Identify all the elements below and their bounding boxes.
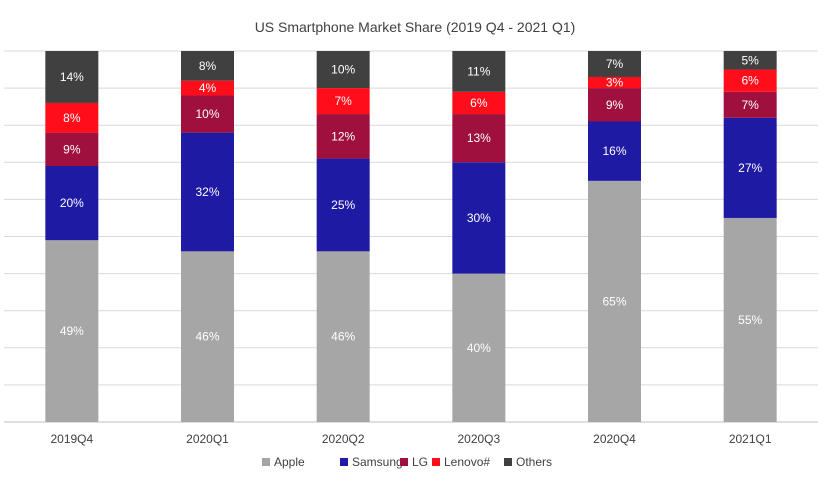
data-label: 7% xyxy=(606,57,624,71)
data-label: 46% xyxy=(331,330,355,344)
bar-segment-apple xyxy=(45,240,99,422)
bar-segment-lenovo xyxy=(452,91,506,115)
bar-segment-lg xyxy=(723,91,777,118)
bar-segment-lg xyxy=(452,114,506,163)
x-tick-label: 2020Q2 xyxy=(322,432,365,446)
data-label: 25% xyxy=(331,198,355,212)
x-tick-label: 2019Q4 xyxy=(50,432,93,446)
data-label: 11% xyxy=(467,64,490,78)
bar-segment-samsung xyxy=(45,166,99,241)
data-label: 49% xyxy=(60,324,84,338)
data-label: 8% xyxy=(63,111,81,125)
data-label: 7% xyxy=(334,94,352,108)
data-label: 6% xyxy=(741,74,759,88)
bar-segment-lenovo xyxy=(181,80,234,96)
legend: Apple Samsung LG Lenovo# Others xyxy=(262,455,552,469)
bar-segment-samsung xyxy=(181,132,234,252)
bar-segment-lenovo xyxy=(723,69,777,92)
data-label: 9% xyxy=(606,98,624,112)
data-label: 12% xyxy=(331,129,355,143)
data-labels: 49% 20% 9% 8% 14% 46% 32% 10% 4% 8% 46% 25% 12% 7% 10%… xyxy=(60,53,763,355)
data-label: 9% xyxy=(63,142,81,156)
bar-segment-samsung xyxy=(452,162,506,274)
data-label: 13% xyxy=(467,131,491,145)
data-label: 10% xyxy=(195,107,219,121)
bar-segment-lenovo xyxy=(316,88,370,115)
data-label: 20% xyxy=(60,196,84,210)
bar-segment-lg xyxy=(181,95,234,133)
legend-swatch xyxy=(262,458,270,466)
chart-title: US Smartphone Market Share (2019 Q4 - 20… xyxy=(255,19,576,35)
bars xyxy=(45,51,777,422)
legend-swatch xyxy=(504,458,512,466)
bar-segment-samsung xyxy=(316,158,370,252)
bar-segment-samsung xyxy=(723,117,777,218)
bar-segment-others xyxy=(452,51,506,92)
bar-segment-apple xyxy=(723,217,777,422)
data-label: 30% xyxy=(467,211,491,225)
data-label: 5% xyxy=(741,53,759,67)
legend-swatch xyxy=(400,458,408,466)
bar-segment-lenovo xyxy=(45,102,99,133)
bar-segment-others xyxy=(723,51,777,70)
data-label: 27% xyxy=(738,161,762,175)
data-label: 55% xyxy=(738,313,762,327)
x-tick-label: 2020Q4 xyxy=(593,432,636,446)
bar-segment-others xyxy=(181,51,234,81)
data-label: 3% xyxy=(606,76,624,90)
data-label: 4% xyxy=(199,81,217,95)
legend-label: Others xyxy=(516,455,552,469)
bar-segment-lenovo xyxy=(588,76,641,89)
data-label: 6% xyxy=(470,96,488,110)
legend-label: LG xyxy=(412,455,428,469)
bar-segment-apple xyxy=(452,273,506,422)
legend-label: Samsung xyxy=(352,455,403,469)
bar-segment-apple xyxy=(588,180,641,422)
data-label: 65% xyxy=(602,294,626,308)
bar-segment-samsung xyxy=(588,121,641,181)
legend-swatch xyxy=(340,458,348,466)
bar-segment-apple xyxy=(316,251,370,422)
data-label: 8% xyxy=(199,59,217,73)
bar-segment-others xyxy=(588,51,641,77)
bar-segment-others xyxy=(45,51,99,103)
data-label: 14% xyxy=(60,70,84,84)
data-label: 7% xyxy=(741,98,759,112)
legend-label: Apple xyxy=(274,455,305,469)
bar-segment-lg xyxy=(316,114,370,159)
x-axis: 2019Q4 2020Q1 2020Q2 2020Q3 2020Q4 2021Q1 xyxy=(50,432,771,446)
legend-label: Lenovo# xyxy=(444,455,490,469)
bar-segment-others xyxy=(316,51,370,89)
data-label: 40% xyxy=(467,341,491,355)
bar-segment-apple xyxy=(181,251,234,422)
x-tick-label: 2020Q3 xyxy=(457,432,500,446)
bar-segment-lg xyxy=(45,132,99,167)
data-label: 16% xyxy=(602,144,626,158)
data-label: 10% xyxy=(331,63,355,77)
gridlines xyxy=(4,50,818,423)
data-label: 46% xyxy=(195,330,219,344)
bar-segment-lg xyxy=(588,88,641,122)
x-tick-label: 2021Q1 xyxy=(729,432,772,446)
data-label: 32% xyxy=(195,185,219,199)
legend-swatch xyxy=(432,458,440,466)
x-tick-label: 2020Q1 xyxy=(186,432,229,446)
